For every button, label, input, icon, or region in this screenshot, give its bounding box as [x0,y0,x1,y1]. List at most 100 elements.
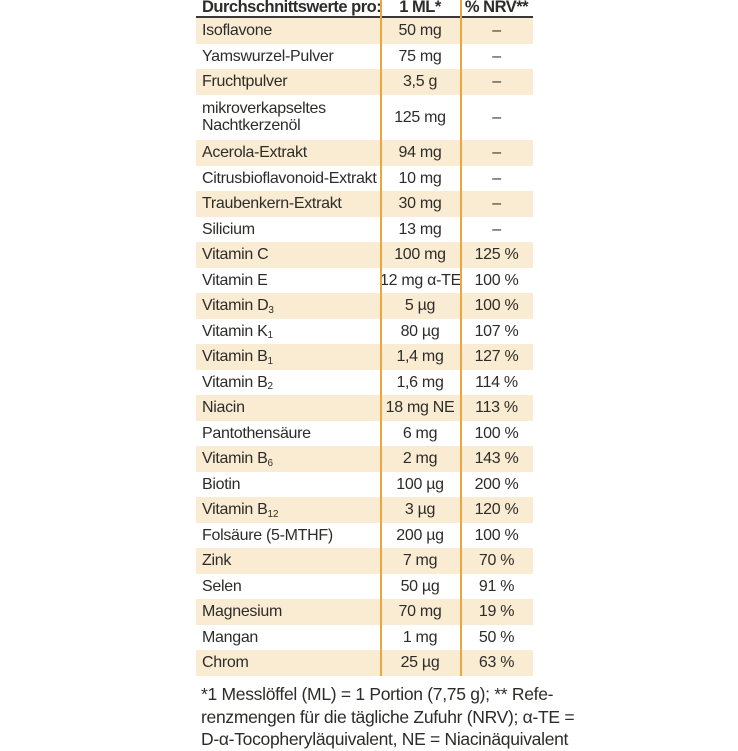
nutrient-name: Fruchtpulver [202,73,288,91]
table-row: Isoflavone 50 mg – [196,18,533,44]
footnote-line: D-α-Tocopheryläquivalent, NE = Niacinäqu… [201,729,569,749]
nutrient-nrv: 120 % [474,501,519,519]
header-col-amount: 1 ML* [399,0,441,16]
nutrient-amount: 100 µg [396,475,444,493]
nutrient-amount: 1,6 mg [396,373,444,391]
nutrient-nrv: – [492,73,501,91]
nutrient-nrv: – [492,169,501,187]
nutrient-amount: 200 µg [396,526,444,544]
nutrient-nrv: – [492,220,501,238]
nutrient-name: Vitamin K1 [202,322,273,342]
table-row: Traubenkern-Extrakt 30 mg – [196,191,533,217]
table-row: Selen 50 µg 91 % [196,574,533,600]
table-row: mikroverkapseltes Nachtkerzenöl 125 mg – [196,95,533,141]
header-col-nrv: % NRV** [464,0,529,16]
header-col-label: Durchschnittswerte pro: [202,0,382,16]
nutrient-name: Biotin [202,475,241,493]
table-row: Vitamin K1 80 µg 107 % [196,319,533,345]
nutrient-amount: 18 mg NE [385,399,455,417]
nutrient-amount: 2 mg [402,450,438,468]
nutrient-amount: 94 mg [398,144,442,162]
table-row: Fruchtpulver 3,5 g – [196,69,533,95]
nutrient-name: Acerola-Extrakt [202,144,307,162]
nutrient-nrv: – [492,144,501,162]
nutrient-nrv: 91 % [478,577,515,595]
footnote-line: *1 Messlöffel (ML) = 1 Portion (7,75 g);… [201,684,554,704]
nutrient-name: Citrusbioflavonoid-Extrakt [202,169,377,187]
nutrient-nrv: 19 % [478,603,515,621]
nutrient-nrv: 100 % [474,271,519,289]
nutrient-nrv: – [492,195,501,213]
nutrient-name: Isoflavone [202,22,272,40]
nutrient-amount: 50 mg [398,22,442,40]
nutrient-nrv: 143 % [474,450,519,468]
table-row: Biotin 100 µg 200 % [196,472,533,498]
nutrient-nrv: – [492,108,501,126]
table-row: Vitamin E 12 mg α-TE 100 % [196,268,533,294]
table-row: Magnesium 70 mg 19 % [196,599,533,625]
nutrient-name: Niacin [202,399,245,417]
nutrient-nrv: 100 % [474,297,519,315]
nutrient-amount: 125 mg [394,108,446,126]
table-header-row: Durchschnittswerte pro: 1 ML* % NRV** [196,0,533,18]
nutrient-nrv: 100 % [474,526,519,544]
nutrient-nrv: 200 % [474,475,519,493]
table-row: Zink 7 mg 70 % [196,548,533,574]
nutrient-name: Vitamin B2 [202,373,273,393]
nutrient-amount: 13 mg [398,220,442,238]
table-row: Vitamin B2 1,6 mg 114 % [196,370,533,396]
nutrient-nrv: 100 % [474,424,519,442]
nutrient-name: Folsäure (5-MTHF) [202,526,333,544]
nutrient-name: Vitamin B1 [202,348,273,367]
table-row: Folsäure (5-MTHF) 200 µg 100 % [196,523,533,549]
nutrient-amount: 75 mg [398,47,442,65]
nutrient-amount: 1 mg [402,628,438,646]
nutrient-name: Zink [202,552,232,570]
nutrient-amount: 30 mg [398,195,442,213]
nutrient-name: Chrom [202,654,249,672]
nutrient-nrv: 114 % [475,373,518,391]
nutrient-amount: 10 mg [398,169,442,187]
nutrient-name: Vitamin B6 [202,450,273,469]
nutrient-amount: 3 µg [404,501,436,519]
table-row: Vitamin B6 2 mg 143 % [196,446,533,472]
footnote: *1 Messlöffel (ML) = 1 Portion (7,75 g);… [201,683,575,751]
nutrient-name: Pantothensäure [202,424,311,442]
nutrient-nrv: 113 % [475,399,518,417]
table-row: Mangan 1 mg 50 % [196,625,533,651]
nutrient-name: Vitamin C [202,246,269,264]
nutrition-table: Durchschnittswerte pro: 1 ML* % NRV** Is… [196,0,533,676]
nutrient-name: Yamswurzel-Pulver [202,47,334,65]
table-row: Acerola-Extrakt 94 mg – [196,140,533,166]
nutrient-amount: 70 mg [398,603,442,621]
nutrient-amount: 25 µg [400,654,440,672]
table-row: Vitamin D3 5 µg 100 % [196,293,533,319]
nutrient-nrv: 107 % [474,322,519,340]
nutrient-nrv: 70 % [478,552,515,570]
column-separator-1 [380,0,382,676]
table-body: Isoflavone 50 mg – Yamswurzel-Pulver 75 mg – F… [196,18,533,676]
nutrient-name: Traubenkern-Extrakt [202,195,342,213]
nutrient-amount: 3,5 g [402,73,438,91]
nutrient-name: Vitamin D3 [202,297,274,316]
footnote-line: renzmengen für die tägliche Zufuhr (NRV)… [201,706,575,727]
table-row: Vitamin C 100 mg 125 % [196,242,533,268]
nutrient-name: Magnesium [202,603,283,621]
nutrient-nrv: 63 % [478,654,515,672]
table-row: Vitamin B1 1,4 mg 127 % [196,344,533,370]
nutrient-amount: 7 mg [402,552,438,570]
nutrient-amount: 80 µg [400,322,440,340]
nutrient-name: Silicium [202,220,255,238]
nutrient-nrv: 127 % [474,348,519,366]
nutrient-name: Selen [202,577,242,595]
nutrient-name: mikroverkapseltes Nachtkerzenöl [202,99,326,135]
nutrient-nrv: – [492,22,501,40]
table-row: Chrom 25 µg 63 % [196,650,533,676]
table-row: Pantothensäure 6 mg 100 % [196,421,533,447]
nutrient-amount: 5 µg [404,297,436,315]
nutrient-name: Mangan [202,628,259,646]
column-separator-2 [460,0,462,676]
nutrient-amount: 12 mg α-TE [380,271,461,289]
nutrient-name: Vitamin E [202,271,268,289]
nutrient-amount: 6 mg [402,424,438,442]
